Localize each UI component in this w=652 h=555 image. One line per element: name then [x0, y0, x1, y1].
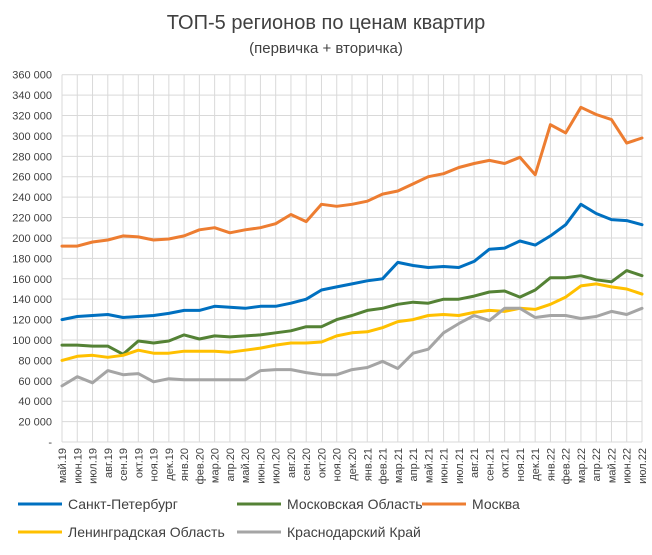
y-tick-label: 340 000: [12, 90, 52, 102]
x-tick-label: ноя.21: [515, 448, 527, 481]
x-tick-label: апр.21: [408, 448, 420, 481]
y-tick-label: -: [48, 437, 52, 449]
y-tick-label: 200 000: [12, 233, 52, 245]
y-tick-label: 220 000: [12, 213, 52, 225]
x-tick-label: июн.22: [622, 448, 634, 484]
x-tick-label: окт.20: [316, 448, 328, 478]
y-tick-label: 240 000: [12, 192, 52, 204]
legend-item: Санкт-Петербург: [18, 496, 178, 512]
legend-label: Московская Область: [287, 496, 423, 512]
y-tick-label: 40 000: [18, 396, 52, 408]
x-tick-label: фев.21: [378, 448, 390, 484]
legend-label: Ленинградская Область: [68, 524, 225, 540]
x-tick-label: июл.22: [637, 448, 649, 484]
y-tick-label: 260 000: [12, 172, 52, 184]
y-tick-label: 120 000: [12, 315, 52, 327]
x-tick-label: авг.19: [103, 448, 115, 478]
chart-title: ТОП-5 регионов по ценам квартир: [167, 12, 486, 34]
y-tick-label: 300 000: [12, 131, 52, 143]
x-tick-label: сен.19: [118, 448, 130, 481]
y-tick-label: 160 000: [12, 274, 52, 286]
series-line-5: [60, 306, 644, 388]
series-line-2: [60, 269, 644, 356]
x-tick-label: июн.19: [72, 448, 84, 484]
y-tick-label: 360 000: [12, 70, 52, 82]
legend: Санкт-Петербург Московская Область Москва Л…: [18, 496, 520, 540]
legend-label: Санкт-Петербург: [68, 496, 178, 512]
legend-item: Московская Область: [237, 496, 423, 512]
x-tick-label: июн.20: [255, 448, 267, 484]
x-tick-label: июл.20: [271, 448, 283, 484]
x-tick-label: май.20: [240, 448, 252, 483]
x-tick-label: авг.20: [286, 448, 298, 478]
x-tick-label: дек.20: [347, 448, 359, 481]
x-tick-label: окт.21: [500, 448, 512, 478]
x-tick-label: ноя.19: [149, 448, 161, 481]
x-tick-label: фев.22: [561, 448, 573, 484]
y-tick-label: 180 000: [12, 253, 52, 265]
x-tick-label: май.22: [606, 448, 618, 483]
legend-item: Ленинградская Область: [18, 524, 225, 540]
y-tick-label: 80 000: [18, 355, 52, 367]
x-tick-label: дек.19: [164, 448, 176, 481]
x-tick-label: дек.21: [530, 448, 542, 481]
x-tick-label: сен.21: [484, 448, 496, 481]
x-tick-label: апр.20: [225, 448, 237, 481]
x-tick-label: мар.22: [576, 448, 588, 483]
legend-item: Краснодарский Край: [237, 524, 421, 540]
y-tick-label: 280 000: [12, 151, 52, 163]
x-tick-label: мар.21: [393, 448, 405, 483]
x-tick-label: янв.21: [362, 448, 374, 481]
x-tick-label: июн.21: [439, 448, 451, 484]
x-tick-label: ноя.20: [332, 448, 344, 481]
x-tick-label: мар.20: [210, 448, 222, 483]
x-tick-label: июл.19: [88, 448, 100, 484]
y-tick-label: 60 000: [18, 376, 52, 388]
y-tick-label: 140 000: [12, 294, 52, 306]
x-tick-label: июл.21: [454, 448, 466, 484]
x-tick-label: апр.22: [591, 448, 603, 481]
legend-item: Москва: [422, 496, 520, 512]
x-axis: май.19 июн.19 июл.19 авг.19 сен.19 окт.19 ноя.…: [57, 448, 649, 484]
x-tick-label: янв.20: [179, 448, 191, 481]
y-axis: - 20 000 40 000 60 000 80 000 100 000 120 000 1…: [12, 70, 52, 449]
series-line-4: [60, 282, 644, 362]
legend-label: Москва: [472, 496, 520, 512]
series-lines: [60, 105, 644, 388]
x-tick-label: май.21: [423, 448, 435, 483]
y-tick-label: 20 000: [18, 417, 52, 429]
series-line-3: [60, 105, 644, 248]
x-tick-label: май.19: [57, 448, 69, 483]
y-tick-label: 320 000: [12, 111, 52, 123]
legend-label: Краснодарский Край: [287, 524, 421, 540]
series-line-1: [60, 202, 644, 322]
gridlines: [61, 74, 643, 443]
x-tick-label: авг.21: [469, 448, 481, 478]
x-tick-label: янв.22: [545, 448, 557, 481]
x-tick-label: сен.20: [301, 448, 313, 481]
x-tick-label: фев.20: [194, 448, 206, 484]
y-tick-label: 100 000: [12, 335, 52, 347]
x-tick-label: окт.19: [133, 448, 145, 478]
chart-subtitle: (первичка + вторичка): [249, 40, 403, 57]
